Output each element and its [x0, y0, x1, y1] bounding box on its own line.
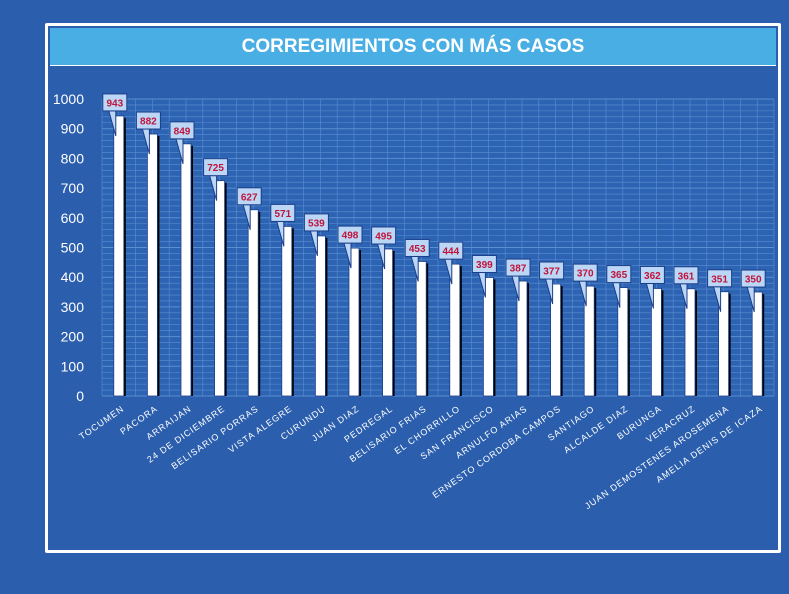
data-label: 365 [610, 270, 627, 281]
bar [247, 209, 259, 397]
bar [146, 133, 158, 397]
y-tick-label: 900 [61, 121, 85, 137]
callout-box [606, 265, 632, 284]
y-tick-label: 0 [76, 388, 84, 404]
data-label: 351 [711, 274, 728, 285]
callout-box [270, 203, 296, 222]
bar [718, 291, 729, 397]
data-label: 495 [375, 231, 392, 242]
gridlines [101, 98, 775, 397]
bar [583, 285, 595, 397]
callout-box [203, 158, 229, 177]
data-label: 350 [745, 275, 762, 286]
callout-box [740, 269, 766, 288]
bar [550, 283, 561, 397]
data-label: 362 [644, 271, 661, 282]
y-tick-label: 1000 [53, 91, 84, 107]
callout-box [303, 213, 329, 232]
bar [684, 288, 696, 397]
data-label: 370 [577, 269, 594, 280]
x-tick-label: TOCUMEN [77, 403, 126, 441]
data-label: 849 [174, 126, 191, 137]
y-tick-label: 800 [61, 150, 85, 166]
y-tick-label: 200 [61, 329, 85, 345]
callout-box [438, 241, 464, 260]
y-tick-label: 500 [61, 240, 85, 256]
bar [180, 143, 192, 397]
data-label: 377 [543, 267, 560, 278]
y-tick-label: 300 [61, 299, 85, 315]
bar [415, 261, 427, 397]
callout-box [639, 265, 665, 284]
callout-box [169, 121, 195, 140]
bar [449, 263, 461, 397]
data-label: 571 [274, 209, 291, 220]
bar [516, 280, 528, 397]
bar [751, 291, 763, 397]
callout-box [539, 261, 565, 280]
callout-box [236, 187, 262, 206]
data-label: 444 [442, 247, 459, 258]
data-label: 453 [409, 244, 426, 255]
data-label: 725 [207, 163, 224, 174]
data-label: 539 [308, 218, 325, 229]
chart-title-bar: CORREGIMIENTOS CON MÁS CASOS [50, 28, 776, 66]
y-tick-label: 100 [61, 358, 85, 374]
y-axis: 0 100 200 300 400 500 600 700 800 900 1000 [53, 91, 84, 404]
bar [348, 247, 360, 397]
callout-box [673, 266, 699, 285]
data-label: 399 [476, 260, 493, 271]
y-tick-label: 400 [61, 269, 85, 285]
callout-box [102, 93, 128, 112]
data-label: 882 [140, 117, 157, 128]
callout-box [371, 226, 397, 245]
callout-box [471, 254, 497, 273]
callout-box [135, 111, 161, 130]
callout-box [505, 258, 531, 277]
y-tick-label: 600 [61, 210, 85, 226]
data-label: 943 [106, 98, 123, 109]
callout-box [337, 225, 363, 244]
bar [314, 235, 326, 397]
chart-title: CORREGIMIENTOS CON MÁS CASOS [241, 35, 585, 57]
bar [482, 277, 494, 397]
bar [617, 287, 629, 397]
bar [382, 248, 394, 397]
bar [281, 226, 293, 397]
callout-box [404, 238, 430, 257]
callout-box [707, 269, 733, 288]
data-label: 498 [342, 231, 359, 242]
bar [214, 180, 226, 397]
bar [113, 115, 125, 397]
y-tick-label: 700 [61, 180, 85, 196]
data-label: 627 [241, 192, 258, 203]
bar [651, 288, 662, 397]
data-label: 361 [678, 271, 695, 282]
callout-box [572, 263, 598, 282]
data-label: 387 [510, 264, 527, 275]
